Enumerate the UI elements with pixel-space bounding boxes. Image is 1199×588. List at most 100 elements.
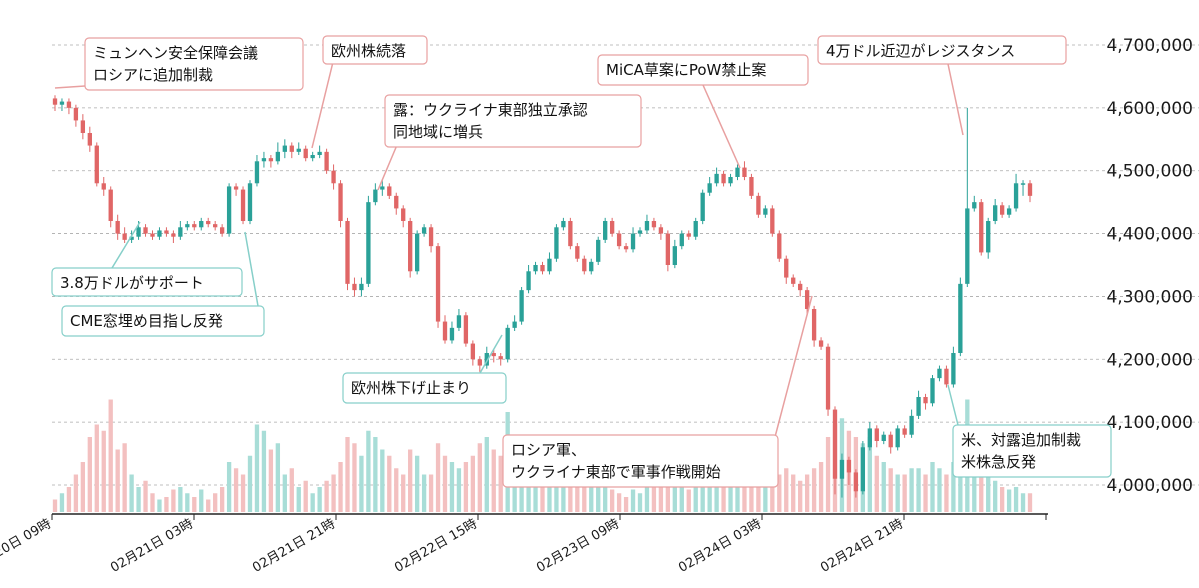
volume-bar: [693, 480, 698, 512]
candle-body: [247, 183, 253, 221]
candle-body: [1013, 183, 1019, 209]
candle-body: [317, 151, 322, 155]
volume-bar: [282, 474, 287, 512]
candle-body: [463, 315, 469, 344]
candle-body: [742, 167, 747, 177]
candle-body: [561, 221, 566, 228]
candle-body: [798, 283, 803, 291]
annotation-text: 欧州株続落: [331, 42, 406, 60]
volume-bar: [575, 474, 580, 512]
volume-bar: [916, 468, 921, 512]
volume-bar: [491, 449, 496, 512]
volume-bar: [798, 480, 803, 512]
volume-bar: [923, 474, 928, 512]
candle-body: [700, 192, 705, 221]
volume-bar: [331, 474, 336, 512]
candle-body: [791, 277, 796, 284]
candle-body: [282, 145, 287, 152]
volume-bar: [380, 449, 385, 512]
volume-bar: [296, 487, 301, 512]
candle-body: [164, 230, 169, 234]
candle-body: [735, 167, 740, 177]
volume-bar: [359, 455, 364, 512]
annotation-box: [51, 267, 243, 297]
volume-bar: [73, 474, 79, 512]
volume-bar: [658, 480, 664, 512]
volume-bar: [206, 499, 211, 512]
volume-bar: [456, 468, 462, 512]
volume-bar: [394, 468, 399, 512]
volume-bar: [603, 487, 608, 512]
candle-body: [129, 236, 134, 240]
volume-bar: [1006, 489, 1012, 512]
volume-bar: [477, 443, 482, 512]
volume-bar: [951, 462, 956, 512]
volume-bar: [463, 462, 469, 512]
volume-bar: [721, 480, 726, 512]
volume-bar: [401, 474, 406, 512]
y-tick-label: 4,000,000: [1106, 476, 1193, 496]
volume-bar: [449, 462, 455, 512]
candle-body: [874, 428, 879, 441]
volume-bar: [338, 462, 343, 512]
price-candles: [52, 95, 1033, 498]
y-tick-label: 4,300,000: [1106, 287, 1193, 307]
candle-body: [150, 233, 155, 237]
y-tick-label: 4,600,000: [1106, 99, 1193, 119]
candle-body: [804, 290, 810, 309]
annotation-leader: [311, 61, 334, 149]
candle-body: [554, 227, 559, 259]
candle-body: [825, 346, 831, 410]
volume-bar: [818, 462, 824, 512]
volume-bar: [178, 487, 183, 512]
annotation-leader: [774, 295, 813, 438]
volume-bar: [993, 480, 998, 512]
volume-bar: [561, 474, 566, 512]
volume-bar: [540, 468, 545, 512]
candle-body: [540, 265, 545, 272]
candle-body: [157, 230, 162, 237]
candle-body: [1006, 208, 1012, 215]
volume-bar: [268, 449, 274, 512]
candle-body: [763, 208, 768, 215]
candle-body: [352, 283, 357, 291]
candle-body: [366, 202, 371, 284]
annotation-leader: [244, 231, 259, 307]
candle-body: [637, 230, 643, 234]
candle-body: [623, 246, 629, 250]
candle-body: [665, 233, 671, 265]
candle-body: [59, 101, 65, 105]
candle-body: [575, 246, 580, 259]
volume-bar: [115, 449, 120, 512]
volume-bar: [972, 468, 977, 512]
volume-bar: [157, 499, 162, 512]
volume-bar: [825, 437, 831, 512]
candle-body: [916, 397, 921, 416]
candle-body: [421, 227, 427, 234]
volume-bar: [596, 480, 601, 512]
candle-body: [589, 261, 594, 272]
annotation-text: 同地域に増兵: [393, 123, 483, 141]
candle-body: [616, 233, 622, 247]
volume-bar: [895, 474, 900, 512]
volume-bar: [582, 480, 587, 512]
candle-body: [770, 208, 775, 234]
candle-body: [784, 258, 789, 278]
volume-bar: [1027, 493, 1033, 512]
candle-body: [380, 186, 385, 190]
candle-body: [609, 221, 615, 234]
volume-bar: [345, 437, 350, 512]
volume-bar: [609, 489, 615, 512]
candle-body: [261, 158, 267, 162]
candle-body: [87, 133, 92, 146]
volume-bar: [219, 487, 225, 512]
candle-body: [296, 148, 301, 152]
volume-bar: [387, 455, 392, 512]
candle-body: [853, 472, 859, 492]
candle-body: [596, 239, 601, 262]
volume-bar: [1020, 493, 1026, 512]
candle-body: [101, 183, 106, 190]
volume-bar: [247, 455, 253, 512]
volume-bar: [881, 462, 886, 512]
candle-body: [185, 224, 190, 228]
